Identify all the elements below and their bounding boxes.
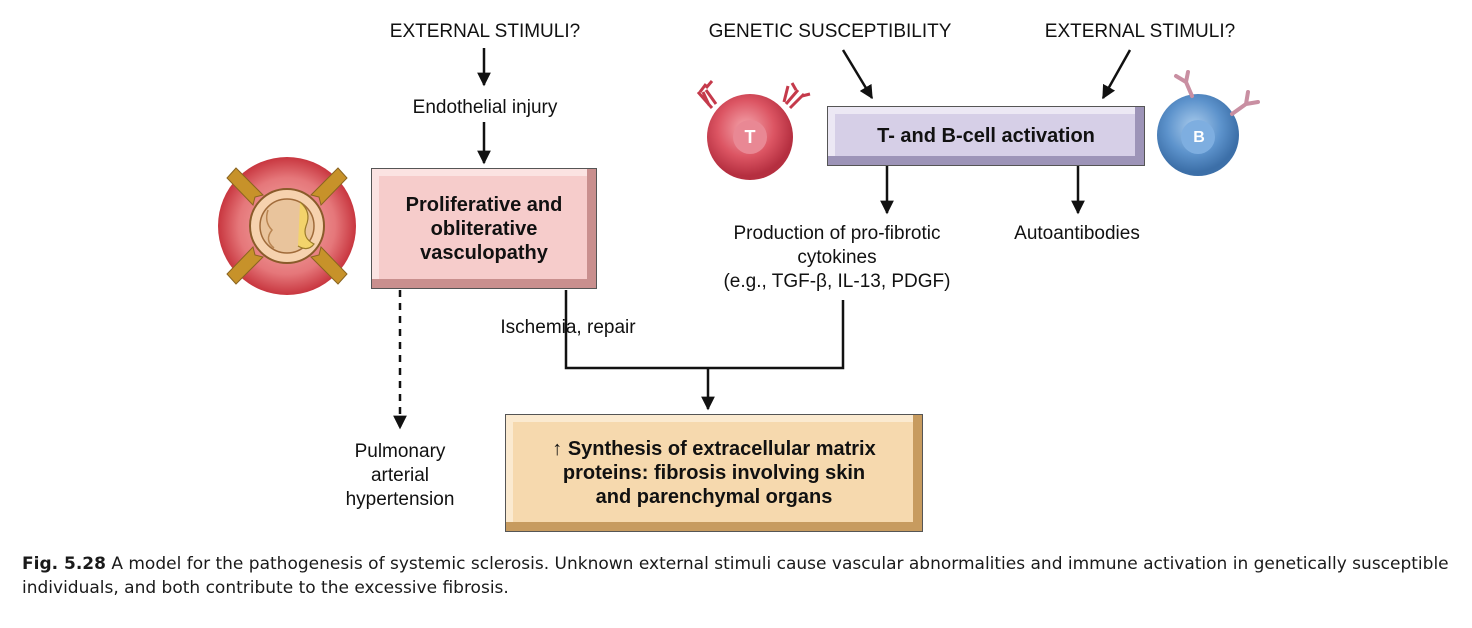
ischemia-repair: Ischemia, repair	[500, 317, 636, 338]
endothelial-injury: Endothelial injury	[412, 97, 558, 118]
activation-label: T- and B-cell activation	[877, 125, 1095, 147]
t-cell-illustration	[696, 80, 811, 180]
t-cell-label: T	[744, 127, 756, 147]
synthesis-line-3: and parenchymal organs	[595, 486, 833, 508]
vessel-illustration	[218, 157, 356, 295]
pulmonary-line-3: hypertension	[345, 489, 455, 510]
figure-caption: Fig. 5.28 A model for the pathogenesis o…	[22, 552, 1462, 600]
arrow-genetic-to-activation	[841, 49, 874, 100]
external-stimuli-left: EXTERNAL STIMULI?	[389, 21, 581, 42]
autoantibodies: Autoantibodies	[1014, 223, 1140, 244]
cytokines-line-2: cytokines	[797, 247, 877, 268]
vasculopathy-line-2: obliterative	[430, 217, 538, 240]
synthesis-line-1: ↑ Synthesis of extracellular matrix	[552, 438, 876, 460]
pulmonary-line-1: Pulmonary	[354, 441, 446, 462]
genetic-susceptibility: GENETIC SUSCEPTIBILITY	[708, 21, 952, 42]
cytokines-line-1: Production of pro-fibrotic	[733, 223, 941, 244]
b-cell-label: B	[1193, 129, 1205, 146]
vasculopathy-line-3: vasculopathy	[420, 241, 548, 264]
external-stimuli-right: EXTERNAL STIMULI?	[1044, 21, 1236, 42]
pulmonary-hypertension: Pulmonary arterial hypertension	[325, 440, 475, 512]
cytokines-text: Production of pro-fibrotic cytokines (e.…	[687, 222, 987, 294]
vasculopathy-box: Proliferative and obliterative vasculopa…	[371, 168, 597, 289]
line-ischemia-path	[564, 290, 845, 370]
activation-box: T- and B-cell activation	[827, 106, 1145, 166]
synthesis-line-2: proteins: fibrosis involving skin	[562, 462, 866, 484]
b-cell-illustration	[1157, 70, 1260, 176]
synthesis-box: ↑ Synthesis of extracellular matrix prot…	[505, 414, 923, 532]
cytokines-line-3: (e.g., TGF-β, IL-13, PDGF)	[723, 271, 951, 292]
vasculopathy-line-1: Proliferative and	[405, 193, 563, 216]
pulmonary-line-2: arterial	[370, 465, 430, 486]
arrow-stimuli-to-activation	[1101, 49, 1132, 100]
caption-label: Fig. 5.28	[22, 554, 106, 574]
caption-text: A model for the pathogenesis of systemic…	[22, 554, 1449, 598]
